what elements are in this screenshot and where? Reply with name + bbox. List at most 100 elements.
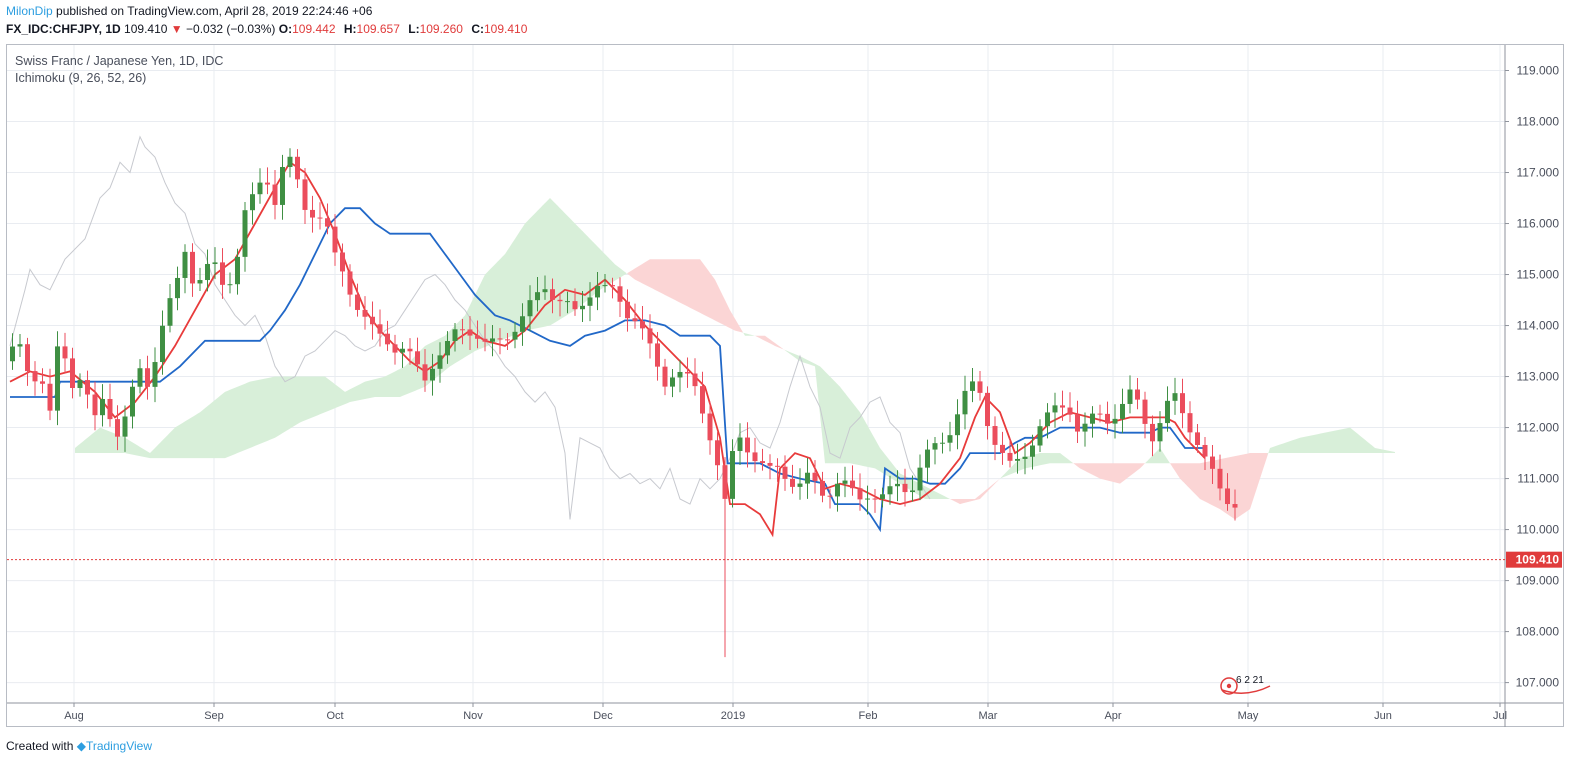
candle-body	[362, 309, 368, 317]
candle-body	[1217, 468, 1223, 489]
cloud-segment-bull	[1152, 453, 1155, 464]
cloud-segment-bear	[1260, 453, 1263, 479]
chart-legend: Swiss Franc / Japanese Yen, 1D, IDC Ichi…	[15, 53, 223, 87]
author-link[interactable]: MilonDip	[6, 4, 53, 18]
tradingview-logo-icon[interactable]: ◆	[76, 739, 86, 753]
cloud-segment-bull	[332, 382, 335, 410]
candle-body	[287, 156, 293, 168]
cloud-segment-bull	[222, 391, 225, 459]
cloud-segment-bull	[257, 379, 260, 445]
candle-body	[857, 488, 863, 500]
cloud-segment-bull	[825, 371, 828, 464]
cloud-segment-bear	[682, 259, 685, 306]
cloud-segment-bull	[827, 374, 830, 464]
cloud-segment-bear	[757, 335, 760, 339]
cloud-segment-bear	[1205, 461, 1208, 503]
cloud-segment-bull	[545, 200, 548, 327]
cloud-segment-bear	[717, 284, 720, 323]
cloud-segment-bull	[97, 427, 100, 454]
cloud-segment-bull	[820, 366, 823, 440]
cloud-segment-bull	[835, 381, 838, 464]
cloud-segment-bull	[1332, 430, 1335, 454]
cloud-segment-bull	[887, 457, 890, 478]
last-price: 109.410	[124, 22, 168, 36]
cloud-segment-bull	[822, 368, 825, 464]
cloud-segment-bull	[127, 439, 130, 455]
cloud-segment-bull	[272, 376, 275, 439]
cloud-segment-bull	[932, 490, 935, 499]
cloud-segment-bull	[532, 213, 535, 330]
cloud-segment-bull	[402, 366, 405, 396]
cloud-segment-bull	[1365, 439, 1368, 454]
cloud-segment-bull	[1292, 439, 1295, 454]
candle-body	[790, 478, 795, 487]
cloud-segment-bull	[547, 198, 550, 327]
cloud-segment-bear	[1242, 454, 1245, 515]
cloud-segment-bull	[297, 376, 300, 424]
cloud-segment-bull	[1280, 443, 1283, 454]
candle-body	[1067, 407, 1073, 415]
event-marker-text: 6 2 21	[1236, 675, 1264, 686]
cloud-segment-bear	[1190, 463, 1193, 492]
candle-body	[535, 292, 540, 301]
candle-body	[145, 368, 150, 387]
cloud-segment-bull	[122, 436, 125, 454]
cloud-segment-bear	[1177, 463, 1180, 479]
cloud-segment-bear	[767, 337, 770, 344]
cloud-segment-bear	[672, 259, 675, 301]
cloud-segment-bull	[185, 419, 188, 459]
cloud-segment-bull	[892, 463, 895, 481]
time-tick-label: Dec	[593, 710, 613, 722]
cloud-segment-bear	[1187, 463, 1190, 489]
candle-body	[527, 300, 533, 317]
cloud-segment-bull	[225, 390, 228, 459]
cloud-segment-bull	[95, 429, 98, 454]
candle-body	[1172, 393, 1178, 401]
cloud-segment-bull	[512, 238, 515, 336]
candle-body	[70, 358, 75, 388]
candle-body	[370, 316, 375, 325]
cloud-segment-bull	[1357, 433, 1360, 454]
candle-body	[842, 480, 848, 484]
price-tick-label: 107.000	[1516, 676, 1560, 690]
footer-brand[interactable]: TradingView	[85, 739, 152, 753]
candle-body	[632, 318, 638, 322]
cloud-segment-bear	[1210, 460, 1213, 506]
cloud-segment-bull	[592, 241, 595, 296]
cloud-segment-bull	[907, 477, 910, 490]
cloud-segment-bull	[542, 203, 545, 328]
cloud-segment-bear	[715, 279, 718, 322]
candle-body	[1225, 488, 1230, 505]
cloud-segment-bull	[612, 261, 615, 283]
candle-body	[647, 328, 653, 344]
cloud-segment-bull	[232, 387, 235, 456]
candle-body	[467, 329, 473, 336]
cloud-segment-bull	[312, 376, 315, 418]
cloud-segment-bull	[792, 353, 795, 358]
cloud-segment-bear	[1072, 462, 1075, 465]
cloud-segment-bear	[977, 494, 980, 500]
cloud-segment-bull	[1050, 453, 1053, 464]
candle-body	[602, 285, 608, 287]
cloud-segment-bear	[972, 498, 975, 501]
cloud-segment-bull	[815, 363, 818, 391]
cloud-segment-bull	[92, 431, 95, 454]
cloud-segment-bull	[595, 243, 598, 294]
cloud-segment-bull	[205, 406, 208, 459]
cloud-segment-bull	[607, 256, 610, 286]
cloud-segment-bull	[102, 428, 105, 454]
candle-body	[820, 480, 825, 496]
cloud-segment-bear	[1120, 463, 1123, 484]
chart-panel[interactable]	[6, 44, 1564, 727]
cloud-segment-bull	[597, 246, 600, 292]
candle-body	[107, 398, 113, 420]
candle-body	[1135, 389, 1140, 400]
cloud-segment-bull	[1010, 465, 1013, 475]
cloud-segment-bull	[1060, 453, 1063, 464]
cloud-segment-bull	[1367, 441, 1370, 454]
cloud-segment-bear	[1075, 463, 1078, 467]
cloud-segment-bear	[697, 259, 700, 313]
candle-body	[1165, 400, 1170, 424]
cloud-segment-bull	[502, 254, 505, 340]
